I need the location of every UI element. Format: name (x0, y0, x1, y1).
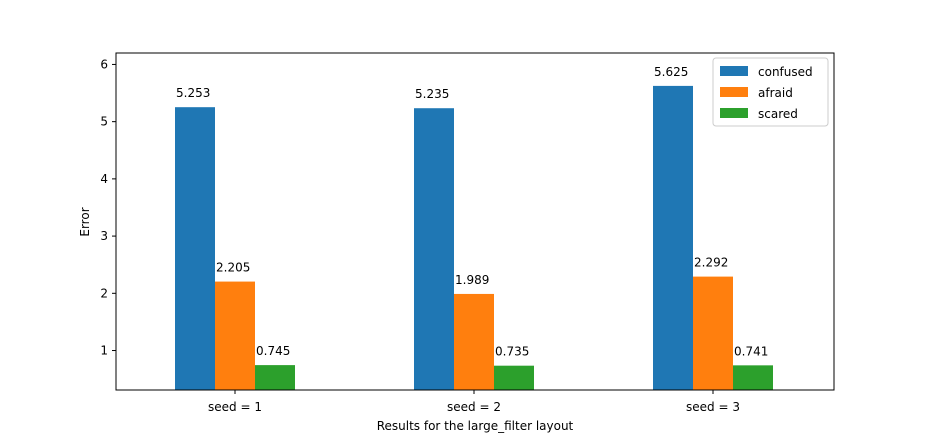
data-label-afraid-3: 2.292 (694, 256, 728, 270)
legend: confused afraid scared (712, 57, 829, 127)
bar-afraid-2 (454, 293, 494, 390)
plot-area-frame (115, 52, 835, 391)
data-label-scared-3: 0.741 (734, 344, 768, 358)
legend-swatch-afraid (720, 87, 748, 97)
data-label-afraid-1: 2.205 (216, 261, 250, 275)
y-tick-label: 3 (100, 229, 108, 243)
y-axis-title: Error (78, 207, 92, 236)
x-axis-title: Results for the large_filter layout (377, 419, 574, 433)
y-tick-label: 1 (100, 344, 108, 358)
x-tick-label: seed = 1 (208, 400, 262, 414)
y-tick-label: 4 (100, 172, 108, 186)
bar-scared-2 (494, 365, 534, 390)
y-tick-label: 6 (100, 57, 108, 71)
data-label-scared-2: 0.735 (495, 345, 529, 359)
bar-afraid-1 (215, 281, 255, 390)
legend-label-afraid: afraid (758, 86, 793, 100)
legend-label-confused: confused (758, 65, 813, 79)
data-label-afraid-2: 1.989 (455, 273, 489, 287)
data-label-confused-2: 5.235 (415, 87, 449, 101)
bar-confused-1 (175, 107, 215, 390)
legend-swatch-confused (720, 66, 748, 76)
x-tick-label: seed = 3 (686, 400, 740, 414)
data-label-scared-1: 0.745 (256, 344, 290, 358)
y-tick-label: 5 (100, 115, 108, 129)
y-tick-label: 2 (100, 286, 108, 300)
bar-confused-2 (414, 108, 454, 390)
legend-label-scared: scared (758, 107, 798, 121)
bar-afraid-3 (693, 276, 733, 390)
bar-confused-3 (653, 85, 693, 390)
x-tick-label: seed = 2 (447, 400, 501, 414)
data-label-confused-1: 5.253 (176, 86, 210, 100)
bar-scared-3 (733, 365, 773, 390)
legend-swatch-scared (720, 108, 748, 118)
bar-scared-1 (255, 365, 295, 390)
data-label-confused-3: 5.625 (654, 65, 688, 79)
